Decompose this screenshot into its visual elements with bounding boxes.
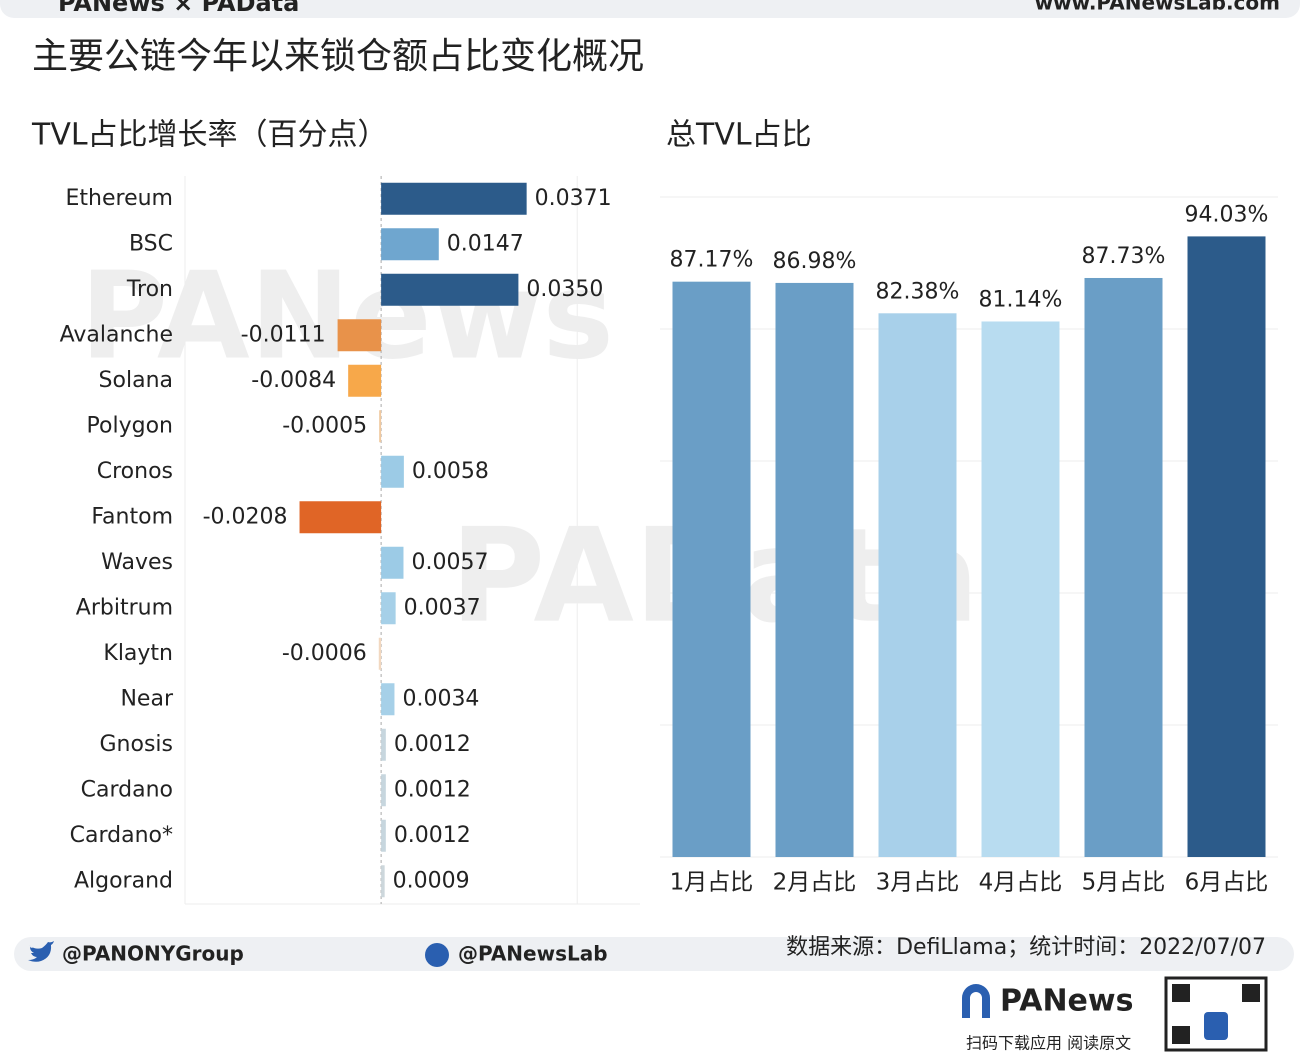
qr-finder bbox=[1242, 984, 1260, 1002]
category-label: 5月占比 bbox=[1082, 870, 1166, 896]
value-label: -0.0006 bbox=[282, 641, 367, 666]
category-label: Arbitrum bbox=[76, 595, 173, 620]
value-label: 0.0058 bbox=[412, 459, 489, 484]
facebook-icon bbox=[425, 943, 449, 967]
value-label: 94.03% bbox=[1185, 202, 1269, 227]
value-label: 86.98% bbox=[773, 249, 857, 274]
qr-finder bbox=[1172, 1026, 1190, 1044]
value-label: -0.0005 bbox=[282, 413, 367, 438]
bar bbox=[381, 592, 396, 625]
bar bbox=[299, 501, 382, 534]
category-label: Cardano* bbox=[70, 823, 173, 848]
value-label: 81.14% bbox=[979, 287, 1063, 312]
value-label: 0.0012 bbox=[394, 732, 471, 757]
bar bbox=[337, 319, 382, 352]
category-label: Fantom bbox=[91, 504, 173, 529]
bar bbox=[981, 321, 1060, 857]
facebook-handle: @PANewsLab bbox=[458, 942, 608, 966]
footer-band bbox=[14, 937, 1294, 971]
qr-logo bbox=[1204, 1012, 1228, 1040]
qr-caption: 扫码下载应用 阅读原文 bbox=[966, 1034, 1131, 1053]
site-url: www.PANewsLab.com bbox=[1035, 0, 1280, 15]
category-label: Waves bbox=[101, 550, 173, 575]
main-title: 主要公链今年以来锁仓额占比变化概况 bbox=[32, 36, 644, 77]
watermark: PANews bbox=[80, 248, 614, 387]
category-label: BSC bbox=[129, 231, 173, 256]
category-label: Near bbox=[120, 686, 173, 711]
bar bbox=[381, 728, 386, 761]
value-label: -0.0084 bbox=[251, 368, 336, 393]
logo-icon bbox=[962, 984, 990, 1018]
value-label: 82.38% bbox=[876, 279, 960, 304]
value-label: 0.0037 bbox=[404, 595, 481, 620]
category-label: 6月占比 bbox=[1185, 870, 1269, 896]
value-label: -0.0111 bbox=[241, 322, 326, 347]
category-label: Ethereum bbox=[66, 186, 173, 211]
header-band bbox=[0, 0, 1300, 18]
category-label: Algorand bbox=[74, 868, 173, 893]
category-label: Tron bbox=[126, 277, 173, 302]
bar bbox=[1084, 277, 1163, 857]
value-label: 0.0009 bbox=[393, 868, 470, 893]
source-note: 数据来源：DefiLlama；统计时间：2022/07/07 bbox=[786, 935, 1266, 960]
brand: PANews × PAData bbox=[58, 0, 299, 17]
chart-title: TVL占比增长率（百分点） bbox=[31, 118, 388, 153]
bar bbox=[381, 455, 404, 488]
value-label: 0.0147 bbox=[447, 231, 524, 256]
category-label: Cronos bbox=[97, 459, 173, 484]
category-label: 4月占比 bbox=[979, 870, 1063, 896]
bar bbox=[381, 774, 386, 807]
value-label: 0.0012 bbox=[394, 823, 471, 848]
category-label: 1月占比 bbox=[670, 870, 754, 896]
bar bbox=[381, 819, 386, 852]
bar bbox=[381, 865, 385, 898]
bar bbox=[381, 228, 439, 261]
bar bbox=[381, 273, 519, 306]
value-label: 0.0034 bbox=[402, 686, 479, 711]
twitter-handle: @PANONYGroup bbox=[62, 942, 244, 966]
qr-finder bbox=[1172, 984, 1190, 1002]
bar bbox=[878, 313, 957, 857]
value-label: 0.0371 bbox=[535, 186, 612, 211]
twitter-icon bbox=[28, 941, 54, 962]
category-label: Solana bbox=[99, 368, 173, 393]
value-label: 0.0057 bbox=[411, 550, 488, 575]
category-label: 3月占比 bbox=[876, 870, 960, 896]
category-label: 2月占比 bbox=[773, 870, 857, 896]
bar bbox=[379, 410, 382, 443]
bar bbox=[381, 182, 527, 215]
value-label: 87.73% bbox=[1082, 244, 1166, 269]
bar bbox=[672, 281, 751, 858]
chart-title: 总TVL占比 bbox=[666, 118, 812, 153]
bar bbox=[348, 364, 382, 397]
category-label: Klaytn bbox=[103, 641, 173, 666]
value-label: 87.17% bbox=[670, 248, 754, 273]
category-label: Avalanche bbox=[60, 322, 173, 347]
bar bbox=[381, 683, 395, 716]
category-label: Polygon bbox=[87, 413, 173, 438]
category-label: Gnosis bbox=[100, 732, 174, 757]
value-label: 0.0012 bbox=[394, 777, 471, 802]
logo-text: PANews bbox=[1000, 984, 1133, 1019]
bar bbox=[775, 282, 854, 857]
category-label: Cardano bbox=[81, 777, 173, 802]
bar bbox=[381, 546, 404, 579]
bar bbox=[378, 637, 382, 670]
bar bbox=[1187, 236, 1266, 858]
value-label: -0.0208 bbox=[203, 504, 288, 529]
value-label: 0.0350 bbox=[526, 277, 603, 302]
